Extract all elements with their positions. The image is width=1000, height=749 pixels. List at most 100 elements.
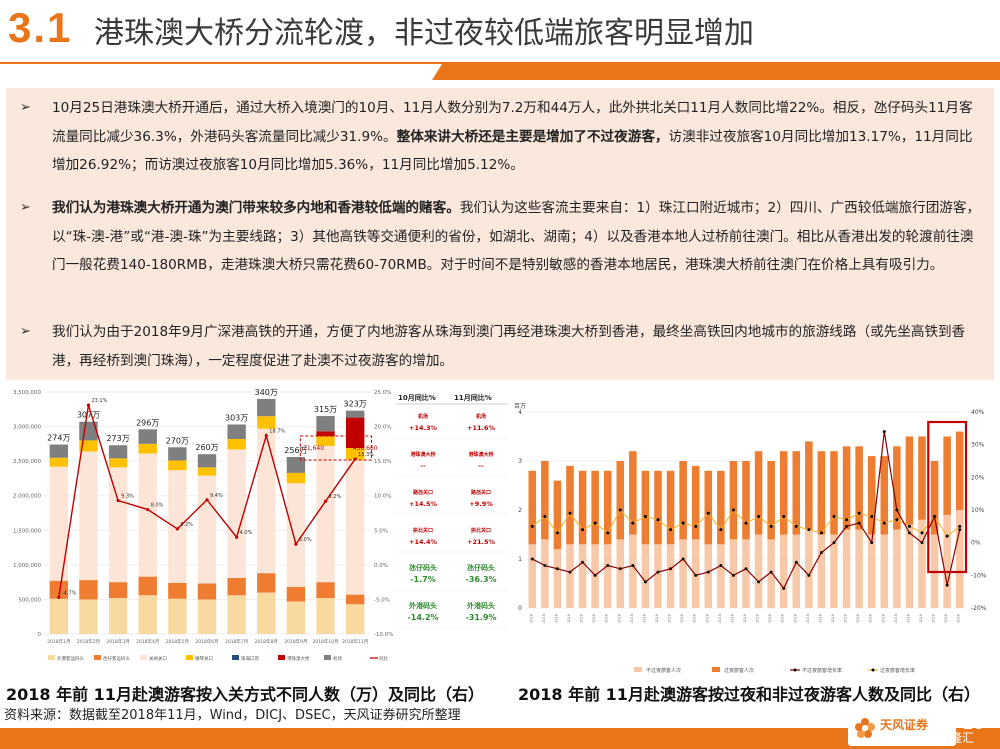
bar-overnight	[603, 470, 612, 545]
overnight-growth-point	[530, 524, 534, 528]
y2-tick-label: -10%	[971, 572, 987, 579]
bar-non-overnight	[629, 534, 637, 608]
yoy-label: 8.0%	[151, 503, 164, 509]
legend-swatch	[324, 655, 331, 660]
y-tick-label: 1	[518, 556, 522, 563]
bar-non-overnight	[666, 544, 675, 608]
yoy-label: 9.2%	[329, 494, 342, 500]
bar-non-overnight	[528, 544, 537, 608]
bar-non-overnight	[779, 534, 788, 608]
yoy-label: 23.1%	[91, 398, 107, 404]
y-tick-label: 3,000,000	[13, 425, 41, 431]
bar-segment	[79, 440, 98, 452]
brand-logo: 天风证券	[848, 712, 956, 746]
x-tick-label: 2018	[906, 614, 910, 623]
overnight-growth-point	[807, 528, 811, 532]
non-overnight-growth-point	[895, 508, 899, 512]
yoy-label: -4.7%	[62, 590, 77, 596]
bar-overnight	[842, 446, 851, 530]
y-tick-label: 1,500,000	[13, 528, 41, 534]
legend-label: 不过夜旅客人次	[646, 667, 681, 674]
non-overnight-growth-point	[568, 570, 572, 574]
bar-non-overnight	[679, 539, 687, 608]
bar-segment	[257, 573, 276, 593]
x-tick-label: 2018	[944, 614, 948, 623]
bar-segment	[49, 457, 69, 467]
bar-total-label: 256万	[284, 446, 307, 455]
overnight-growth-point	[581, 528, 585, 532]
legend-label: 不过夜旅客增长率	[802, 667, 842, 674]
bar-non-overnight	[805, 529, 813, 608]
y-tick-label: 4	[518, 409, 522, 416]
x-tick-label: 2018	[655, 614, 659, 623]
non-overnight-growth-point	[794, 560, 798, 564]
x-tick-label: 2018	[705, 614, 709, 623]
bullet-item: ➢ 我们认为港珠澳大桥开通为澳门带来较多内地和香港较低端的赌客。我们认为这些客流…	[20, 194, 982, 280]
non-overnight-growth-point	[882, 430, 886, 434]
bar-non-overnight	[553, 549, 562, 608]
bar-non-overnight	[566, 544, 574, 608]
bar-segment	[345, 604, 365, 634]
y2-tick-label: 10.0%	[374, 494, 391, 500]
bar-total-label: 273万	[106, 434, 129, 443]
yoy-table-header: 11月同比%	[454, 393, 492, 402]
bar-total-label: 307万	[77, 411, 100, 420]
y2-tick-label: 20%	[971, 474, 985, 481]
footer-bar	[0, 728, 1000, 749]
x-tick-label: 2018	[592, 614, 596, 623]
non-overnight-growth-point	[643, 580, 647, 584]
legend-marker	[793, 668, 797, 672]
non-overnight-growth-point	[769, 570, 773, 574]
bar-non-overnight	[817, 534, 826, 608]
section-number: 3.1	[8, 4, 73, 51]
yoy-label: 18.7%	[269, 429, 285, 435]
x-tick-label: 2018	[781, 614, 785, 623]
x-tick-label: 2018	[793, 614, 797, 623]
yoy-table-label: 氹仔码头	[409, 563, 437, 572]
bar-non-overnight	[541, 539, 549, 608]
x-tick-label: 2018	[542, 614, 546, 623]
x-tick-label: 2018年11月	[342, 638, 368, 645]
y-tick-label: 500,000	[18, 597, 41, 603]
bar-overnight	[591, 470, 599, 545]
yoy-table-value: -31.9%	[465, 613, 496, 622]
bar-segment	[108, 598, 128, 634]
x-tick-label: 2018	[693, 614, 697, 623]
bar-overnight	[918, 436, 926, 520]
x-tick-label: 2018	[894, 614, 898, 623]
bar-segment	[79, 599, 98, 634]
bar-non-overnight	[855, 529, 863, 608]
non-overnight-growth-point	[945, 583, 949, 587]
non-overnight-growth-point	[870, 541, 874, 545]
bar-total-label: 260万	[195, 443, 218, 452]
y2-tick-label: 10%	[971, 507, 985, 514]
header-accent-bar	[432, 62, 1000, 80]
bar-overnight	[528, 470, 537, 545]
x-tick-label: 2018	[756, 614, 760, 623]
overnight-growth-point	[857, 511, 861, 515]
overnight-growth-point	[920, 531, 924, 535]
bullet-text: 我们认为由于2018年9月广深港高铁的开通，方便了内地游客从珠海到澳门再经港珠澳…	[52, 318, 982, 375]
y-axis-unit: 百万	[514, 403, 526, 410]
yoy-table-value: -1.7%	[410, 575, 436, 584]
legend-label: 珠海口岸	[241, 655, 259, 662]
legend-swatch	[278, 655, 285, 660]
bar-segment	[316, 431, 335, 437]
legend-swatch	[634, 667, 642, 672]
page-header: 3.1 港珠澳大桥分流轮渡，非过夜较低端旅客明显增加	[0, 0, 1000, 80]
bar-overnight	[754, 451, 763, 535]
x-tick-label: 2018	[743, 614, 747, 623]
yoy-table-value: --	[420, 462, 426, 470]
bar-overnight	[779, 451, 788, 535]
non-overnight-growth-point	[631, 564, 635, 568]
yoy-label: 9.4%	[210, 493, 223, 499]
bar-non-overnight	[792, 534, 801, 608]
bar-non-overnight	[729, 539, 738, 608]
y2-tick-label: -20%	[971, 605, 987, 612]
overnight-growth-point	[606, 531, 610, 535]
text-segment: 我们认为这些客流主要来自：1）珠江口附近城市；2）四川、广西较低端旅行团游客，以…	[52, 200, 981, 273]
bar-non-overnight	[918, 519, 926, 608]
yoy-table-label: 外港码头	[409, 601, 437, 610]
overnight-growth-point	[543, 515, 547, 519]
bar-overnight	[955, 431, 964, 510]
